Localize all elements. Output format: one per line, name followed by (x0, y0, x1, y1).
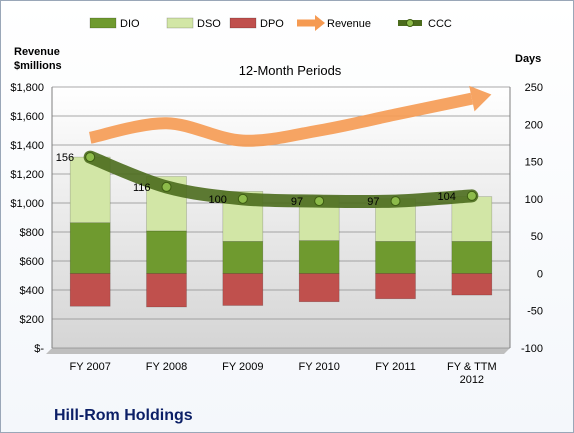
legend-label: DPO (260, 18, 284, 30)
legend-label: DIO (120, 18, 140, 30)
ccc-data-label: 97 (367, 196, 379, 208)
x-axis-category-label: FY 2010 (298, 361, 339, 373)
left-axis-tick-label: $400 (20, 285, 44, 297)
right-axis-tick-label: -50 (527, 306, 543, 318)
dpo-bar (222, 273, 264, 306)
dpo-bar (298, 273, 340, 303)
revenue-series-line (88, 92, 474, 147)
x-axis-category-label: FY 2011 (375, 361, 416, 373)
right-axis-tick-label: -100 (521, 343, 543, 355)
chart-subtitle: 12-Month Periods (239, 63, 342, 78)
legend-label: DSO (197, 18, 221, 30)
right-axis-tick-label: 0 (537, 268, 543, 280)
left-axis-tick-label: $1,000 (10, 198, 44, 210)
ccc-point (390, 196, 401, 207)
dpo-bar (69, 273, 111, 307)
ccc-data-label: 116 (133, 182, 151, 194)
left-axis-tick-label: $600 (20, 256, 44, 268)
left-axis-tick-label: $1,800 (10, 82, 44, 94)
legend-label: Revenue (327, 18, 371, 30)
right-axis-tick-label: 150 (525, 157, 543, 169)
ccc-point (237, 193, 248, 204)
dio-bar (451, 241, 493, 274)
left-axis-tick-label: $200 (20, 314, 44, 326)
x-axis-category-label: FY 2009 (222, 361, 263, 373)
plot-area: $- $200 $400 $600 $800 $1,000 $1,200 $1,400 $1,6… (10, 82, 543, 386)
ccc-data-label: 156 (56, 152, 74, 164)
ccc-point (314, 196, 325, 207)
left-axis-tick-label: $1,400 (10, 140, 44, 152)
legend-revenue-arrow (315, 15, 325, 31)
ccc-series-line (83, 150, 479, 209)
right-axis-tick-label: 250 (525, 82, 543, 94)
right-axis-tick-label: 50 (531, 231, 543, 243)
ccc-data-label: 100 (208, 194, 226, 206)
x-axis-category-label: FY & TTM (447, 361, 497, 373)
dpo-bar (451, 273, 493, 296)
legend-swatch (89, 17, 117, 29)
legend-swatch (229, 17, 257, 29)
dio-bar (375, 241, 416, 274)
ccc-data-label: 104 (437, 191, 455, 203)
x-axis-category-label: FY 2008 (146, 361, 187, 373)
legend-swatch (166, 17, 194, 29)
left-axis-title-line-2: $millions (14, 60, 62, 72)
right-axis-tick-label: 200 (525, 119, 543, 131)
dio-bar (298, 240, 340, 274)
right-axis-title: Days (515, 53, 541, 65)
left-axis-tick-label: $1,200 (10, 169, 44, 181)
right-axis-tick-label: 100 (525, 194, 543, 206)
dio-bar (69, 222, 111, 274)
chart-title: Hill-Rom Holdings (54, 407, 193, 424)
left-axis-tick-label: $- (34, 343, 44, 355)
left-axis-tick-label: $1,600 (10, 111, 44, 123)
legend-label: CCC (428, 18, 452, 30)
legend-ccc-marker (406, 19, 414, 27)
left-axis-title-line-1: Revenue (14, 46, 60, 58)
revenue-arrowhead (469, 85, 492, 112)
left-axis-tick-label: $800 (20, 227, 44, 239)
ccc-data-label: 97 (291, 196, 303, 208)
dio-bar (146, 230, 187, 274)
x-axis-category-label: FY 2007 (69, 361, 110, 373)
legend: DIO DSO DPO Revenue CCC (89, 15, 452, 31)
plot-floor (46, 348, 510, 354)
dio-bar (222, 241, 264, 274)
ccc-point (85, 152, 96, 163)
ccc-point (161, 181, 172, 192)
dpo-bar (146, 273, 187, 308)
dpo-bar (375, 273, 416, 300)
ccc-point (466, 190, 477, 201)
x-axis-category-label: 2012 (460, 374, 484, 386)
